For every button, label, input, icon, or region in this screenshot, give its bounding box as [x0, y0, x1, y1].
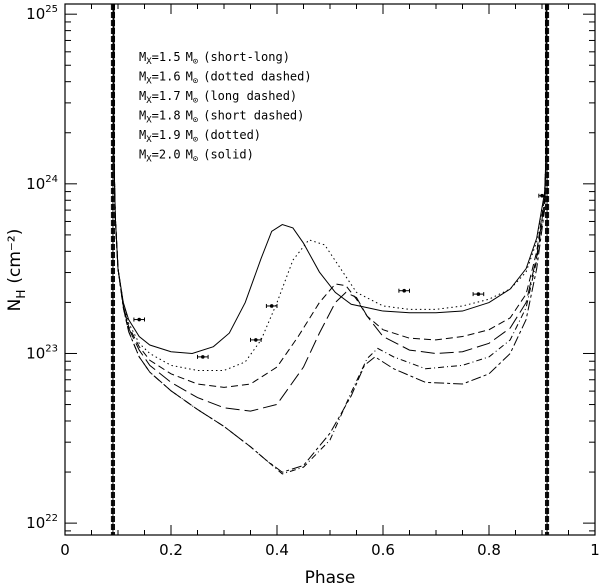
y-tick-label: 1023	[26, 343, 58, 362]
legend-entry-3: MX=1.7 M⊙ (long dashed)	[139, 89, 297, 106]
series-line-3	[113, 4, 547, 412]
series-line-6	[113, 4, 547, 354]
y-tick-label: 1025	[26, 4, 58, 23]
data-point	[538, 193, 546, 198]
series-line-1	[113, 4, 547, 473]
series-line-2	[113, 4, 547, 475]
data-point-marker	[137, 317, 141, 322]
data-point-marker	[254, 338, 258, 342]
data-point-marker	[201, 355, 205, 359]
data-point	[133, 317, 145, 322]
legend-entry-6: MX=2.0 M⊙ (solid)	[139, 148, 254, 165]
plot-frame	[64, 3, 596, 536]
y-axis-label-sub: H	[14, 290, 28, 299]
data-point	[265, 303, 278, 308]
y-tick-label: 1024	[26, 174, 58, 193]
legend-entry-1: MX=1.5 M⊙ (short-long)	[139, 50, 290, 67]
data-point-marker	[269, 304, 274, 308]
data-point-marker	[402, 288, 407, 293]
x-tick-label: 0.8	[477, 541, 501, 559]
y-axis-label-units: (cm⁻²)	[5, 229, 25, 284]
data-point-marker	[540, 193, 544, 198]
data-point	[197, 354, 209, 359]
y-axis-label-main: N	[5, 299, 25, 312]
x-tick-label: 0.4	[265, 541, 289, 559]
legend: MX=1.5 M⊙ (short-long) MX=1.6 M⊙ (dotted dash…	[139, 50, 312, 165]
x-tick-label: 0	[60, 541, 70, 559]
x-axis-label: Phase	[305, 568, 356, 586]
data-point	[250, 337, 262, 342]
y-tick-label: 1022	[26, 513, 58, 532]
data-point	[472, 292, 485, 297]
legend-entry-2: MX=1.6 M⊙ (dotted dashed)	[139, 70, 312, 87]
series-line-4	[113, 4, 547, 388]
legend-entry-5: MX=1.9 M⊙ (dotted)	[139, 128, 261, 145]
x-tick-label: 1	[590, 541, 600, 559]
x-tick-label: 0.2	[159, 541, 183, 559]
legend-entry-4: MX=1.8 M⊙ (short dashed)	[139, 109, 304, 126]
data-point-marker	[476, 292, 481, 296]
y-axis-label: NH (cm⁻²)	[5, 229, 28, 312]
data-point	[398, 288, 410, 293]
x-tick-label: 0.6	[371, 541, 395, 559]
